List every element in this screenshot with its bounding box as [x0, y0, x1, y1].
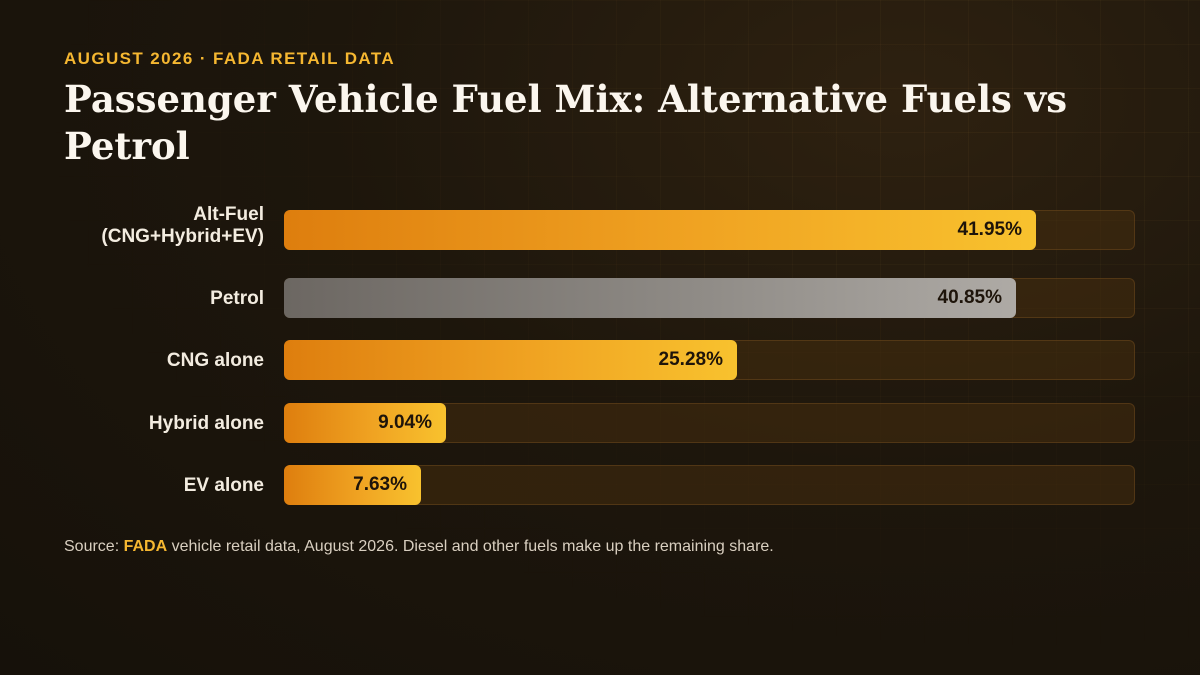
category-label: CNG alone — [166, 350, 264, 371]
category-label: Hybrid alone — [148, 413, 264, 434]
bar-row: CNG alone 25.28% — [0, 340, 1200, 382]
value-label: 9.04% — [378, 412, 432, 433]
bar-row: EV alone 7.63% — [0, 465, 1200, 507]
bar — [284, 403, 446, 443]
source-highlight: FADA — [123, 538, 168, 555]
bar-row: Hybrid alone 9.04% — [0, 403, 1200, 445]
bar — [284, 210, 1036, 250]
bar — [284, 465, 421, 505]
bar — [284, 340, 737, 380]
kicker: AUGUST 2026 · FADA RETAIL DATA — [64, 49, 396, 68]
value-label: 41.95% — [957, 219, 1022, 240]
source-note: Source: FADA vehicle retail data, August… — [64, 538, 774, 556]
category-label: Petrol — [210, 288, 264, 309]
bar-row: Petrol 40.85% — [0, 278, 1200, 320]
value-label: 40.85% — [937, 287, 1002, 308]
value-label: 25.28% — [658, 349, 723, 370]
value-label: 7.63% — [353, 474, 407, 495]
bar — [284, 278, 1016, 318]
category-label: Alt-Fuel (CNG+Hybrid+EV) — [101, 204, 264, 247]
bar-track — [284, 465, 1135, 505]
source-prefix: Source: — [64, 538, 124, 555]
source-text: vehicle retail data, August 2026. Diesel… — [167, 538, 774, 555]
bar-row: Alt-Fuel (CNG+Hybrid+EV) 41.95% — [0, 204, 1200, 252]
chart-title: Passenger Vehicle Fuel Mix: Alternative … — [64, 77, 1068, 168]
category-label: EV alone — [183, 475, 264, 496]
